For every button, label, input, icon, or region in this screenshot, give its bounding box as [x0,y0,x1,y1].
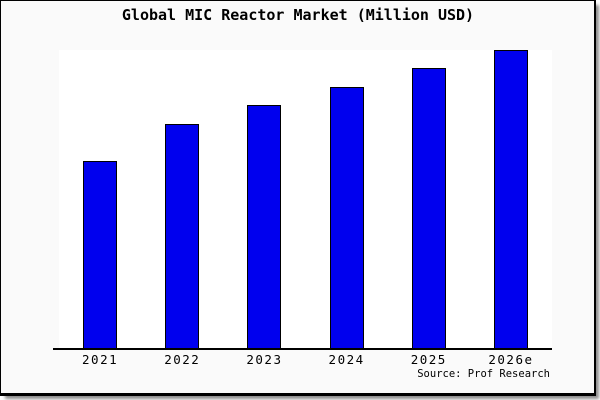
tick-label-2023: 2023 [246,352,283,367]
bar-slot-2021 [59,51,141,348]
plot-area [59,50,552,348]
tick-label-2022: 2022 [164,352,201,367]
x-axis-tick-labels: 2021 2022 2023 2024 2025 2026e [59,352,552,367]
bar-slot-2022 [141,51,223,348]
tick-label-2021: 2021 [82,352,119,367]
bar-slot-2025 [388,51,470,348]
x-axis-line [53,348,552,350]
bars-row [59,50,552,348]
bar-slot-2026e [470,50,552,348]
bar-2025 [411,68,446,348]
bar-2022 [165,124,200,348]
tick-label-2025: 2025 [410,352,447,367]
source-note: Source: Prof Research [417,368,550,380]
bar-2023 [247,105,282,348]
bar-2024 [329,87,364,348]
bar-slot-2023 [223,51,305,348]
chart-title: Global MIC Reactor Market (Million USD) [121,6,475,24]
bar-2026e [493,50,528,348]
tick-label-2024: 2024 [328,352,365,367]
tick-label-2026e: 2026e [488,352,534,367]
bar-slot-2024 [306,51,388,348]
bar-2021 [83,161,118,348]
